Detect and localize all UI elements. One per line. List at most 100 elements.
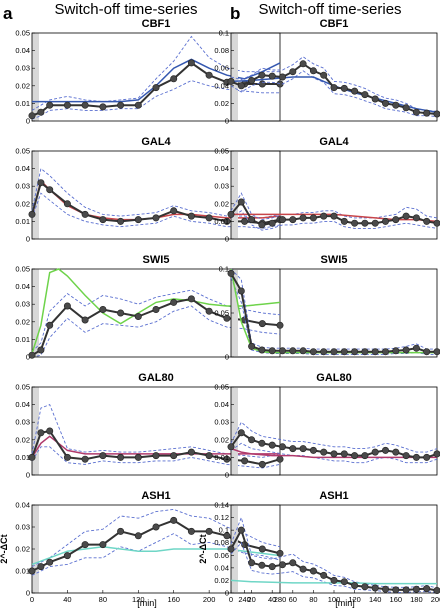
data-point <box>248 559 256 567</box>
data-point <box>361 348 369 356</box>
data-point <box>371 95 379 103</box>
y-tick-label: 0 <box>225 353 229 362</box>
y-tick-label: 0.04 <box>15 164 30 173</box>
y-tick-label: 0.1 <box>219 29 229 38</box>
y-tick-label: 0.03 <box>15 300 30 309</box>
data-point <box>170 516 178 524</box>
data-point <box>330 212 338 220</box>
model-line <box>230 268 437 354</box>
data-point <box>117 101 125 109</box>
plot-grid: CBF1 0 0.01 0.02 0.03 0.04 0.05 GAL4 0 0.01 0.02 0.… <box>0 18 440 604</box>
y-tick-label: 0.02 <box>214 576 229 585</box>
data-point <box>381 217 389 225</box>
x-tick-label: 200 <box>431 595 440 604</box>
chart-b-gal4: GAL4 0 0.01 0.02 0.03 0.04 0.05 <box>214 136 440 244</box>
data-point <box>258 221 266 229</box>
data-point <box>340 348 348 356</box>
y-tick-label: 0.03 <box>15 182 30 191</box>
data-point <box>134 216 142 224</box>
data-point <box>309 348 317 356</box>
data-point <box>223 314 231 322</box>
data-point <box>351 452 359 460</box>
switch-off-band <box>231 269 238 357</box>
data-point <box>330 348 338 356</box>
data-point <box>46 427 54 435</box>
data-point <box>205 71 213 79</box>
panel-letter-b: b <box>230 4 240 23</box>
data-point <box>134 532 142 540</box>
y-tick-label: 0.1 <box>219 265 229 274</box>
x-tick-label: 180 <box>410 595 423 604</box>
data-point <box>412 214 420 222</box>
data-point <box>289 216 297 224</box>
data-point <box>81 455 89 463</box>
data-point <box>223 217 231 225</box>
y-tick-label: 0.08 <box>214 538 229 547</box>
y-axis-label: 2^-ΔCt <box>0 534 9 563</box>
y-tick-label: 0.04 <box>214 164 229 173</box>
upper-bound-line <box>230 192 438 221</box>
data-point <box>433 219 440 227</box>
data-point <box>351 348 359 356</box>
data-point <box>99 103 107 111</box>
data-point <box>289 559 297 567</box>
data-point <box>117 309 125 317</box>
y-tick-label: 0.02 <box>15 317 30 326</box>
lower-bound-line <box>230 442 438 464</box>
data-point <box>309 567 317 575</box>
data-point <box>248 216 256 224</box>
data-point <box>99 216 107 224</box>
data-point <box>170 452 178 460</box>
x-tick-label: 0 <box>30 595 34 604</box>
x-tick-label: 160 <box>390 595 403 604</box>
y-tick-label: 0.02 <box>15 81 30 90</box>
y-tick-label: 0 <box>26 235 30 244</box>
data-point <box>412 453 420 461</box>
data-point <box>320 571 328 579</box>
data-point <box>299 565 307 573</box>
y-tick-label: 0.14 <box>214 501 229 510</box>
data-point <box>237 429 245 437</box>
data-point <box>134 453 142 461</box>
data-point <box>371 448 379 456</box>
data-point <box>152 523 160 531</box>
data-point <box>205 214 213 222</box>
y-tick-label: 0.04 <box>214 400 229 409</box>
y-tick-label: 0.01 <box>15 335 30 344</box>
y-tick-label: 0.05 <box>15 265 30 274</box>
data-point <box>433 110 440 118</box>
data-point <box>371 219 379 227</box>
switch-off-band <box>231 33 238 121</box>
data-point <box>63 552 71 560</box>
data-point <box>46 101 54 109</box>
data-point <box>258 346 266 354</box>
data-point <box>28 112 36 120</box>
data-point <box>381 348 389 356</box>
data-point <box>170 207 178 215</box>
data-point <box>258 545 266 553</box>
data-point <box>227 269 235 277</box>
data-point <box>46 558 54 566</box>
data-point <box>330 450 338 458</box>
data-point <box>268 219 276 227</box>
data-point <box>381 585 389 593</box>
switch-off-band <box>231 387 238 475</box>
data-point <box>412 108 420 116</box>
data-point <box>134 101 142 109</box>
data-point <box>28 567 36 575</box>
plot-frame <box>31 386 281 476</box>
data-point <box>248 342 256 350</box>
data-point <box>392 586 400 594</box>
data-point <box>237 82 245 90</box>
data-point <box>361 219 369 227</box>
data-point <box>63 453 71 461</box>
y-tick-label: 0 <box>225 235 229 244</box>
data-point <box>330 576 338 584</box>
data-point <box>258 439 266 447</box>
data-point <box>278 347 286 355</box>
data-point <box>37 346 45 354</box>
switch-off-band <box>32 269 39 357</box>
data-point <box>423 585 431 593</box>
lower-bound-line <box>31 446 281 469</box>
